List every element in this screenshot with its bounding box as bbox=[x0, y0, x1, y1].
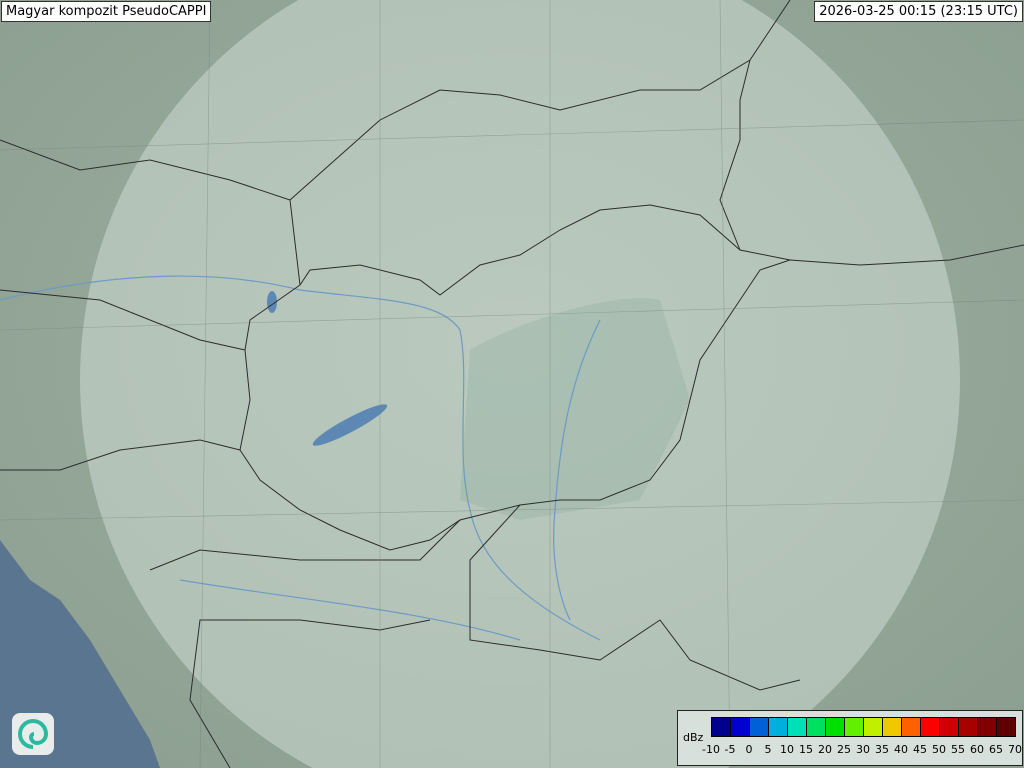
color-scale bbox=[711, 717, 1016, 737]
radar-coverage bbox=[80, 0, 960, 768]
color-swatch bbox=[940, 718, 959, 736]
legend-tick-label: 30 bbox=[856, 743, 870, 756]
legend-tick-label: -5 bbox=[724, 743, 736, 756]
color-swatch bbox=[826, 718, 845, 736]
legend-tick-label: 25 bbox=[837, 743, 851, 756]
color-swatch bbox=[978, 718, 997, 736]
color-swatch bbox=[959, 718, 978, 736]
legend-tick-label: 15 bbox=[799, 743, 813, 756]
legend-tick-label: 35 bbox=[875, 743, 889, 756]
dbz-legend: dBz -10 -5 0 5 10 15 20 25 30 35 40 45 50 55 60 65 70 bbox=[677, 710, 1023, 766]
color-swatch bbox=[902, 718, 921, 736]
color-swatch bbox=[921, 718, 940, 736]
color-swatch bbox=[845, 718, 864, 736]
legend-tick-label: 70 bbox=[1008, 743, 1022, 756]
legend-unit: dBz bbox=[683, 731, 704, 744]
timestamp: 2026-03-25 00:15 (23:15 UTC) bbox=[814, 1, 1023, 22]
adriatic-sea bbox=[0, 540, 160, 768]
legend-tick-label: 0 bbox=[745, 743, 753, 756]
swirl-logo-icon bbox=[12, 713, 54, 755]
hungary-coverage-core bbox=[460, 298, 690, 520]
legend-tick-label: 65 bbox=[989, 743, 1003, 756]
legend-tick-label: 5 bbox=[764, 743, 772, 756]
legend-tick-label: 60 bbox=[970, 743, 984, 756]
legend-tick-label: 40 bbox=[894, 743, 908, 756]
legend-tick-label: -10 bbox=[702, 743, 720, 756]
color-swatch bbox=[712, 718, 731, 736]
legend-tick-label: 45 bbox=[913, 743, 927, 756]
legend-ticks: -10 -5 0 5 10 15 20 25 30 35 40 45 50 55 60 65 70 bbox=[701, 743, 1024, 763]
color-swatch bbox=[769, 718, 788, 736]
lake-neusiedl bbox=[267, 291, 277, 313]
color-swatch bbox=[788, 718, 807, 736]
product-title: Magyar kompozit PseudoCAPPI bbox=[1, 1, 212, 22]
color-swatch bbox=[997, 718, 1015, 736]
lake-balaton bbox=[312, 404, 388, 446]
legend-tick-label: 20 bbox=[818, 743, 832, 756]
color-swatch bbox=[731, 718, 750, 736]
legend-tick-label: 50 bbox=[932, 743, 946, 756]
color-swatch bbox=[807, 718, 826, 736]
legend-tick-label: 10 bbox=[780, 743, 794, 756]
color-swatch bbox=[750, 718, 769, 736]
rivers bbox=[0, 275, 601, 641]
color-swatch bbox=[864, 718, 883, 736]
legend-tick-label: 55 bbox=[951, 743, 965, 756]
color-swatch bbox=[883, 718, 902, 736]
